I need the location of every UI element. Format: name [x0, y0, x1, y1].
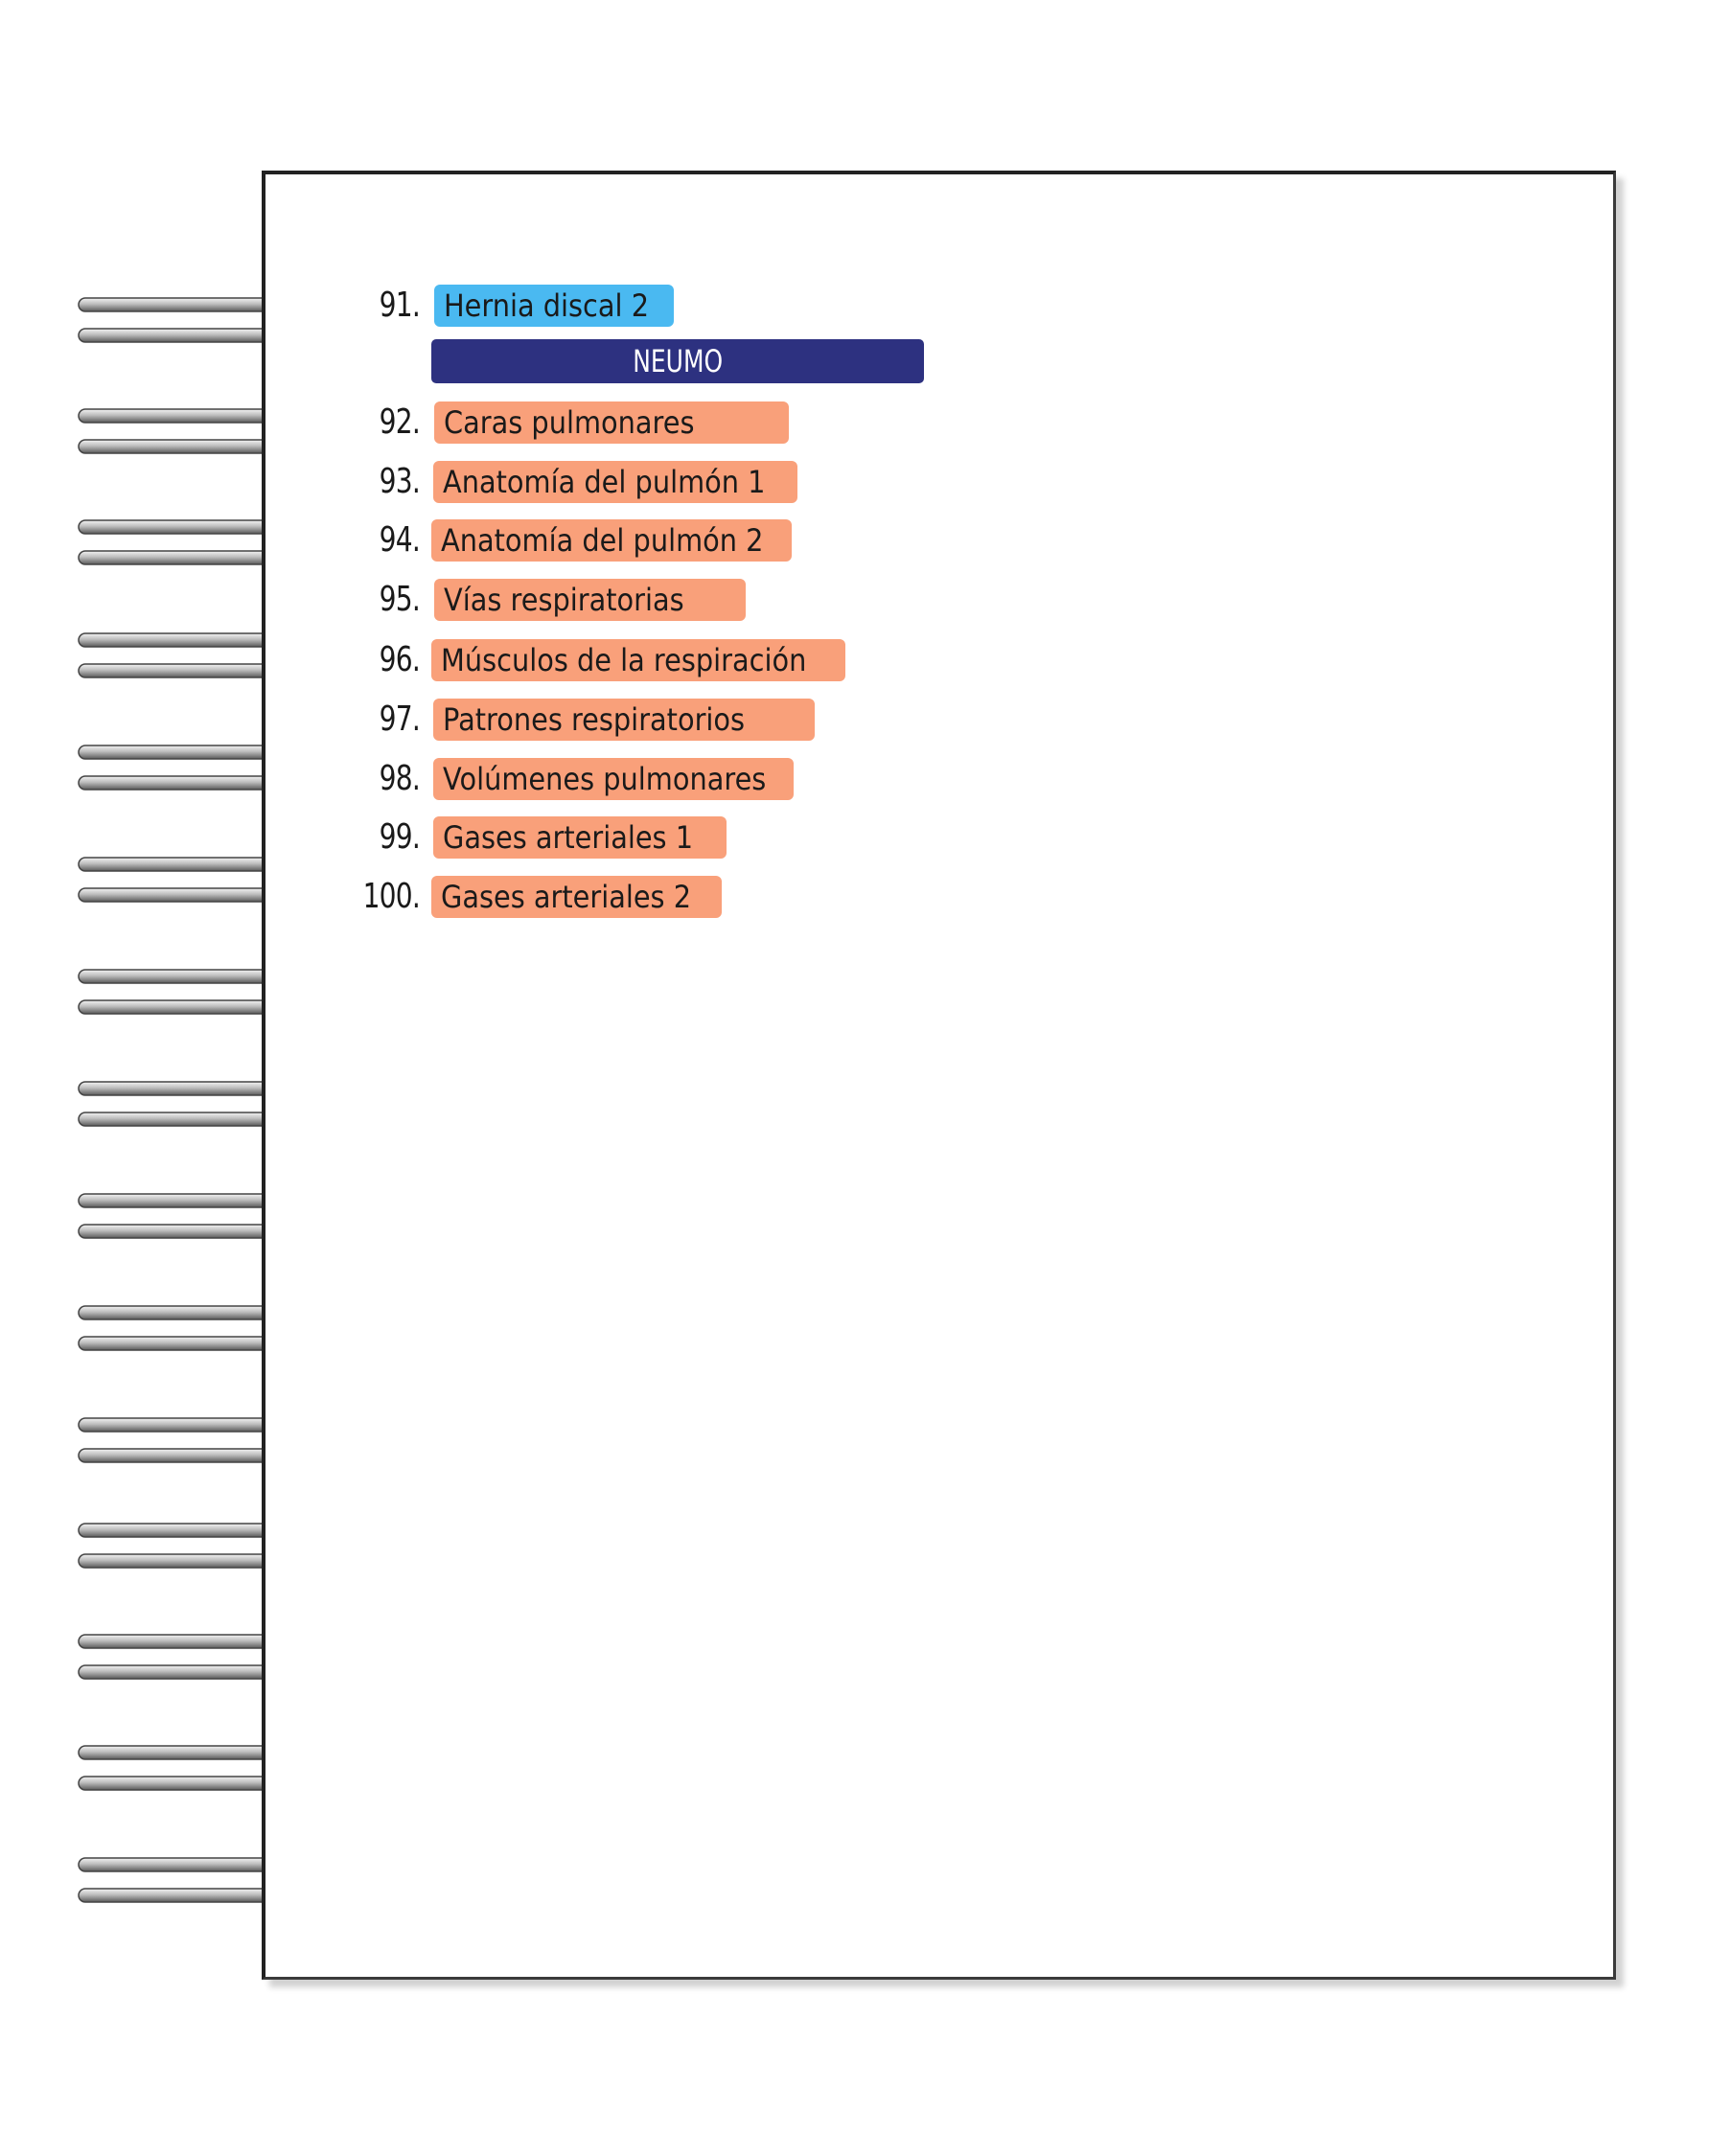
entry-label-text: Vías respiratorias [444, 582, 684, 618]
entry-label[interactable]: Anatomía del pulmón 1 [433, 461, 797, 503]
entry-label-text: Músculos de la respiración [441, 642, 807, 678]
index-entry: 99. Gases arteriales 1 [0, 816, 958, 859]
entry-number: 92. [379, 402, 421, 442]
entry-number: 98. [379, 759, 421, 798]
entry-label-text: Patrones respiratorios [443, 701, 746, 738]
entry-number: 91. [379, 286, 421, 325]
entry-label[interactable]: Caras pulmonares [434, 401, 789, 444]
entry-label-text: Volúmenes pulmonares [443, 761, 767, 797]
entry-label[interactable]: Músculos de la respiración [431, 639, 845, 681]
index-entry: 96. Músculos de la respiración [0, 639, 958, 681]
index-entry: 95. Vías respiratorias [0, 579, 958, 621]
index-entry: 93. Anatomía del pulmón 1 [0, 461, 958, 503]
entry-label-text: Anatomía del pulmón 2 [441, 522, 764, 559]
index-entry: 97. Patrones respiratorios [0, 699, 958, 741]
entry-label[interactable]: Hernia discal 2 [434, 285, 674, 327]
index-entry: 94. Anatomía del pulmón 2 [0, 519, 958, 562]
entry-number: 99. [379, 817, 421, 857]
entry-number: 95. [379, 580, 421, 619]
entry-label-text: Gases arteriales 2 [441, 879, 692, 915]
index-entry: 98. Volúmenes pulmonares [0, 758, 958, 800]
entry-label[interactable]: Vías respiratorias [434, 579, 746, 621]
entry-number: 97. [379, 700, 421, 739]
index-entry: 100. Gases arteriales 2 [0, 876, 958, 918]
entry-number: 96. [379, 640, 421, 679]
entry-label-text: Caras pulmonares [444, 404, 695, 441]
entry-label-text: Gases arteriales 1 [443, 819, 694, 856]
section-header-neumo: NEUMO [431, 339, 924, 383]
section-title: NEUMO [633, 343, 723, 379]
entry-label[interactable]: Gases arteriales 2 [431, 876, 722, 918]
index-entry: 91. Hernia discal 2 [0, 285, 958, 327]
entry-label[interactable]: Volúmenes pulmonares [433, 758, 794, 800]
entry-label-text: Anatomía del pulmón 1 [443, 464, 766, 500]
index-entry: 92. Caras pulmonares [0, 401, 958, 444]
entry-label[interactable]: Patrones respiratorios [433, 699, 815, 741]
entry-number: 93. [379, 462, 421, 501]
entry-label-text: Hernia discal 2 [444, 287, 650, 324]
entry-label[interactable]: Anatomía del pulmón 2 [431, 519, 792, 562]
entry-number: 100. [362, 877, 421, 916]
entry-number: 94. [379, 520, 421, 560]
entry-label[interactable]: Gases arteriales 1 [433, 816, 727, 859]
